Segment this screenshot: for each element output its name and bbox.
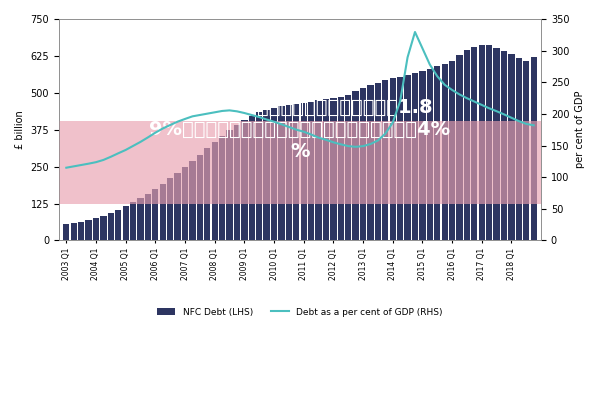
Bar — [308, 102, 314, 240]
Bar — [145, 194, 151, 240]
Bar — [234, 125, 240, 240]
Bar — [63, 224, 70, 240]
Bar — [352, 92, 359, 240]
Bar — [330, 98, 337, 240]
Text: 股票配资啥意思 港股午评：恒生科技指数跌1.8
9%，京东、抖音概念领跌，美团、星空华文跌超4%
%: 股票配资啥意思 港股午评：恒生科技指数跌1.8 9%，京东、抖音概念领跌，美团、… — [149, 98, 451, 161]
Bar — [493, 48, 500, 240]
Bar — [382, 80, 388, 240]
Legend: NFC Debt (LHS), Debt as a per cent of GDP (RHS): NFC Debt (LHS), Debt as a per cent of GD… — [154, 304, 446, 320]
Bar — [219, 136, 225, 240]
Bar — [160, 184, 166, 240]
Bar — [412, 73, 418, 240]
Bar — [286, 105, 292, 240]
Bar — [71, 223, 77, 240]
Bar — [278, 106, 284, 240]
Bar — [248, 116, 255, 240]
FancyBboxPatch shape — [59, 121, 541, 204]
Bar — [182, 167, 188, 240]
Bar — [367, 86, 374, 240]
Bar — [212, 142, 218, 240]
Bar — [271, 108, 277, 240]
Bar — [375, 83, 381, 240]
Bar — [130, 202, 136, 240]
Bar — [404, 75, 411, 240]
Bar — [293, 104, 299, 240]
Bar — [530, 57, 537, 240]
Bar — [523, 61, 529, 240]
Bar — [479, 45, 485, 240]
Bar — [189, 161, 196, 240]
Bar — [263, 110, 270, 240]
Bar — [93, 218, 99, 240]
Bar — [107, 213, 114, 240]
Bar — [427, 69, 433, 240]
Bar — [316, 100, 322, 240]
Bar — [515, 58, 522, 240]
Bar — [434, 66, 440, 240]
Bar — [204, 148, 211, 240]
Bar — [175, 173, 181, 240]
Bar — [78, 222, 85, 240]
Bar — [442, 64, 448, 240]
Bar — [122, 206, 129, 240]
Bar — [226, 130, 233, 240]
Bar — [449, 61, 455, 240]
Bar — [323, 99, 329, 240]
Bar — [338, 96, 344, 240]
Bar — [167, 178, 173, 240]
Bar — [345, 94, 352, 240]
Y-axis label: per cent of GDP: per cent of GDP — [575, 91, 585, 168]
Bar — [486, 45, 493, 240]
Bar — [197, 154, 203, 240]
Bar — [301, 103, 307, 240]
Bar — [137, 198, 143, 240]
Bar — [419, 71, 425, 240]
Bar — [360, 88, 366, 240]
Y-axis label: £ billion: £ billion — [15, 110, 25, 149]
Bar — [85, 220, 92, 240]
Bar — [457, 56, 463, 240]
Bar — [241, 120, 248, 240]
Bar — [152, 189, 158, 240]
Bar — [508, 54, 515, 240]
Bar — [115, 210, 121, 240]
Bar — [501, 51, 507, 240]
Bar — [464, 50, 470, 240]
Bar — [256, 112, 262, 240]
Bar — [389, 78, 396, 240]
Bar — [397, 76, 403, 240]
Bar — [471, 47, 478, 240]
Bar — [100, 216, 107, 240]
